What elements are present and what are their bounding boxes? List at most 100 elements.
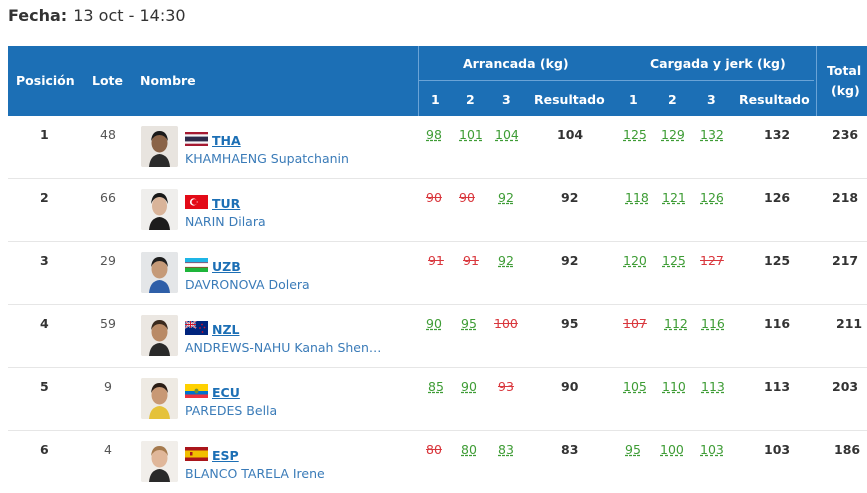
row-position: 2 — [40, 190, 49, 205]
header-separator-left — [418, 46, 419, 116]
country-link[interactable]: ESP — [212, 448, 239, 463]
cj-attempt-1: 105 — [623, 379, 647, 394]
date-label: Fecha: — [8, 6, 68, 25]
flag-icon — [185, 132, 208, 146]
row-lot: 9 — [104, 379, 112, 394]
cj-attempt-2: 121 — [662, 190, 686, 205]
row-position: 1 — [40, 127, 49, 142]
cj-attempt-3: 116 — [701, 316, 725, 331]
snatch-attempt-2: 101 — [459, 127, 483, 142]
table-row[interactable]: 1 48 THA KHAMHAENG Supatchanin 98 101 10… — [8, 116, 867, 179]
flag-icon — [185, 447, 208, 461]
total: 203 — [832, 379, 859, 394]
date-line: Fecha: 13 oct - 14:30 — [8, 6, 186, 25]
athlete-photo[interactable] — [141, 252, 178, 293]
table-row[interactable]: 5 9 ECU PAREDES Bella 85 90 93 90 105 11… — [8, 368, 867, 431]
row-position: 5 — [40, 379, 49, 394]
cj-result: 132 — [764, 127, 791, 142]
results-table: Posición Lote Nombre Arrancada (kg) Carg… — [8, 46, 867, 493]
cj-attempt-2: 129 — [661, 127, 685, 142]
snatch-attempt-3: 92 — [498, 190, 514, 205]
snatch-attempt-3: 100 — [494, 316, 518, 331]
header-nombre[interactable]: Nombre — [140, 73, 196, 88]
athlete-photo[interactable] — [141, 126, 178, 167]
country-link[interactable]: TUR — [212, 196, 241, 211]
snatch-attempt-2: 90 — [459, 190, 475, 205]
cj-attempt-3: 127 — [700, 253, 724, 268]
header-separator-right — [816, 46, 817, 116]
cj-attempt-1: 118 — [625, 190, 649, 205]
cj-result: 125 — [764, 253, 791, 268]
row-lot: 4 — [104, 442, 112, 457]
header-a2: 2 — [466, 92, 475, 107]
snatch-attempt-1: 85 — [428, 379, 444, 394]
snatch-attempt-1: 80 — [426, 442, 442, 457]
table-row[interactable]: 6 4 ESP BLANCO TARELA Irene 80 80 83 83 … — [8, 431, 867, 493]
cj-attempt-2: 112 — [664, 316, 688, 331]
header-posicion[interactable]: Posición — [16, 73, 75, 88]
athlete-photo[interactable] — [141, 441, 178, 482]
cj-result: 126 — [764, 190, 791, 205]
athlete-name-link[interactable]: DAVRONOVA Dolera — [185, 277, 310, 292]
athlete-name-link[interactable]: BLANCO TARELA Irene — [185, 466, 325, 481]
country-link[interactable]: UZB — [212, 259, 241, 274]
header-a1: 1 — [431, 92, 440, 107]
snatch-result: 92 — [561, 253, 579, 268]
date-value: 13 oct - 14:30 — [73, 6, 186, 25]
header-a3: 3 — [502, 92, 511, 107]
cj-result: 113 — [764, 379, 791, 394]
row-lot: 29 — [100, 253, 116, 268]
snatch-result: 95 — [561, 316, 579, 331]
athlete-photo[interactable] — [141, 189, 178, 230]
snatch-attempt-2: 90 — [461, 379, 477, 394]
header-total-unit: (kg) — [831, 83, 860, 98]
athlete-name-link[interactable]: ANDREWS-NAHU Kanah Shen… — [185, 340, 382, 355]
country-link[interactable]: NZL — [212, 322, 240, 337]
cj-attempt-2: 125 — [662, 253, 686, 268]
athlete-name-link[interactable]: PAREDES Bella — [185, 403, 278, 418]
cj-result: 116 — [764, 316, 791, 331]
snatch-attempt-1: 91 — [428, 253, 444, 268]
cj-attempt-3: 132 — [700, 127, 724, 142]
snatch-result: 104 — [557, 127, 584, 142]
row-lot: 48 — [100, 127, 116, 142]
athlete-photo[interactable] — [141, 315, 178, 356]
total: 236 — [832, 127, 859, 142]
row-position: 4 — [40, 316, 49, 331]
header-c1: 1 — [629, 92, 638, 107]
cj-attempt-2: 100 — [660, 442, 684, 457]
total: 217 — [832, 253, 859, 268]
total: 218 — [832, 190, 859, 205]
total: 186 — [834, 442, 861, 457]
athlete-name-link[interactable]: NARIN Dilara — [185, 214, 266, 229]
cj-attempt-3: 113 — [701, 379, 725, 394]
country-link[interactable]: THA — [212, 133, 241, 148]
cj-attempt-1: 95 — [625, 442, 641, 457]
snatch-attempt-2: 80 — [461, 442, 477, 457]
header-cargada: Cargada y jerk (kg) — [650, 56, 786, 71]
table-row[interactable]: 3 29 UZB DAVRONOVA Dolera 91 91 92 92 12… — [8, 242, 867, 305]
header-arrancada: Arrancada (kg) — [463, 56, 569, 71]
snatch-attempt-2: 95 — [461, 316, 477, 331]
table-row[interactable]: 2 66 TUR NARIN Dilara 90 90 92 92 118 12… — [8, 179, 867, 242]
row-lot: 66 — [100, 190, 116, 205]
snatch-attempt-3: 83 — [498, 442, 514, 457]
snatch-attempt-3: 93 — [498, 379, 514, 394]
row-lot: 59 — [100, 316, 116, 331]
flag-icon — [185, 321, 208, 335]
cj-result: 103 — [764, 442, 791, 457]
snatch-attempt-3: 104 — [495, 127, 519, 142]
cj-attempt-3: 126 — [700, 190, 724, 205]
header-c2: 2 — [668, 92, 677, 107]
header-c3: 3 — [707, 92, 716, 107]
snatch-attempt-2: 91 — [463, 253, 479, 268]
snatch-attempt-1: 90 — [426, 190, 442, 205]
header-total[interactable]: Total — [827, 63, 862, 78]
header-divider — [418, 80, 814, 81]
athlete-photo[interactable] — [141, 378, 178, 419]
country-link[interactable]: ECU — [212, 385, 240, 400]
header-lote[interactable]: Lote — [92, 73, 124, 88]
snatch-attempt-1: 90 — [426, 316, 442, 331]
table-row[interactable]: 4 59 NZL ANDREWS-NAHU Kanah Shen… 90 95 … — [8, 305, 867, 368]
athlete-name-link[interactable]: KHAMHAENG Supatchanin — [185, 151, 349, 166]
